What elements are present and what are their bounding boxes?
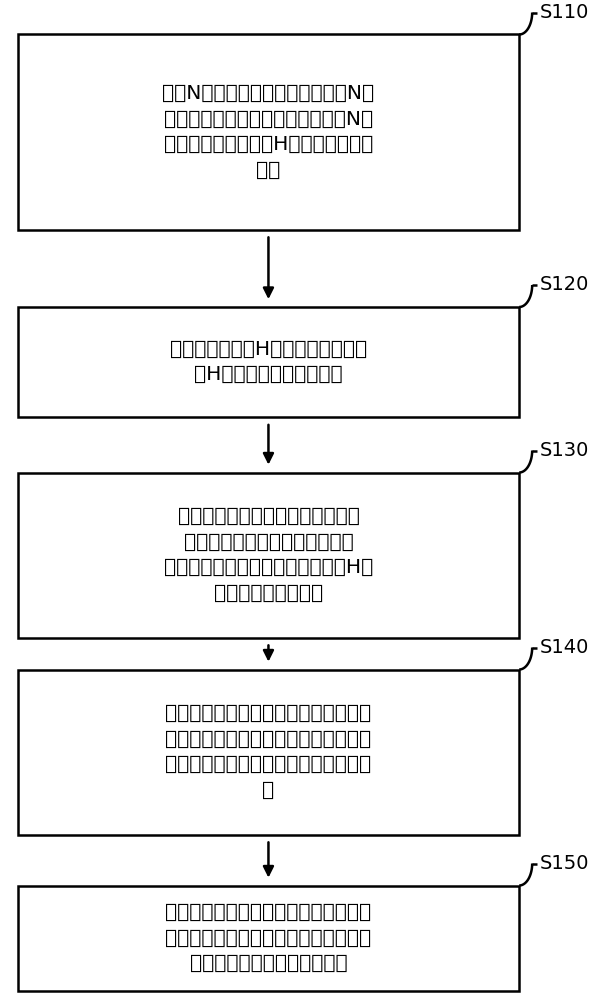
Text: S120: S120 bbox=[540, 275, 589, 294]
Bar bbox=[18, 670, 519, 834]
Bar bbox=[18, 34, 519, 230]
Text: S150: S150 bbox=[540, 854, 589, 873]
Bar bbox=[18, 886, 519, 990]
Text: 通过N个检波器获取微地震事件的N道
地震波，并对地震波进行分量；将N个
检波器一一组合形成H对不重复的检波
器对: 通过N个检波器获取微地震事件的N道 地震波，并对地震波进行分量；将N个 检波器一… bbox=[162, 84, 375, 180]
Text: 计算各分量中的H道时域互相关波形
和H道瞬时相位互相关波形: 计算各分量中的H道时域互相关波形 和H道瞬时相位互相关波形 bbox=[170, 340, 367, 384]
Bar bbox=[18, 307, 519, 417]
Text: 将多个分量中的干涉成像剖面相乘，得
到综合干涉成像剖面；根据综合干涉成
像剖面确定微地震事件的位置: 将多个分量中的干涉成像剖面相乘，得 到综合干涉成像剖面；根据综合干涉成 像剖面确… bbox=[165, 903, 372, 973]
Text: S130: S130 bbox=[540, 441, 589, 460]
Text: S140: S140 bbox=[540, 638, 589, 657]
Text: 将各分量中的每道时域互相关波形
与其对应的瞬时相位互相关波形
进行加权处理，得到对应分量中的H道
加权后的互相关波形: 将各分量中的每道时域互相关波形 与其对应的瞬时相位互相关波形 进行加权处理，得到… bbox=[164, 507, 373, 603]
Text: S110: S110 bbox=[540, 3, 589, 22]
Bar bbox=[18, 473, 519, 638]
Text: 在各分量中，利用理论直达波走时差将
对应的每道加权后的互相关波形进行偏
移叠加，得到关于各分量的干涉成像剖
面: 在各分量中，利用理论直达波走时差将 对应的每道加权后的互相关波形进行偏 移叠加，… bbox=[165, 704, 372, 800]
